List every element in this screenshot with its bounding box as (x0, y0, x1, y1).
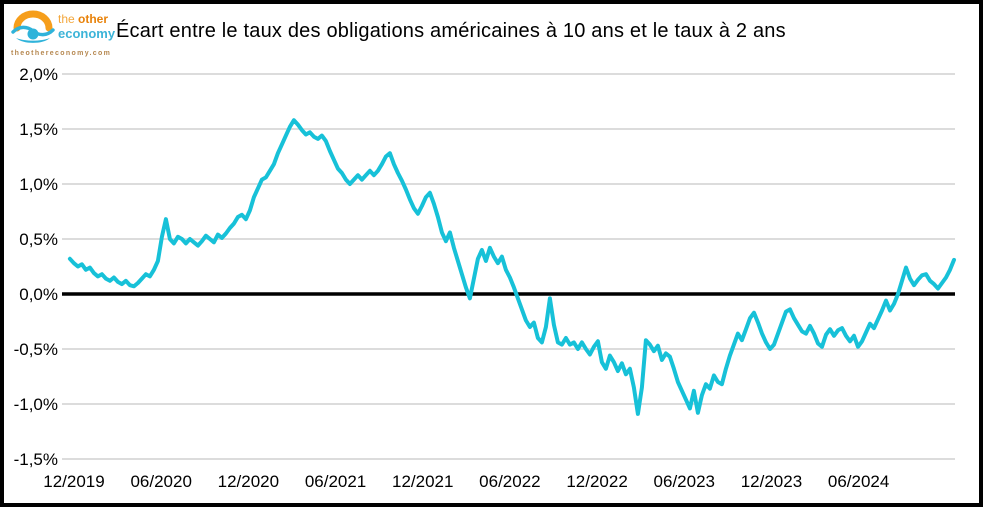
brand-icon (11, 10, 55, 43)
brand-line1: the other (58, 13, 115, 25)
spread-line (67, 118, 956, 416)
x-tick-label: 06/2023 (654, 472, 715, 491)
x-tick-label: 12/2020 (218, 472, 279, 491)
brand-icon-arch (13, 10, 53, 32)
x-tick-label: 12/2021 (392, 472, 453, 491)
brand-icon-dot (27, 28, 39, 40)
chart-title: Écart entre le taux des obligations amér… (116, 20, 786, 42)
x-tick-label: 12/2019 (43, 472, 104, 491)
x-tick-label: 12/2023 (741, 472, 802, 491)
y-tick-label: 0,0% (19, 285, 58, 304)
x-tick-label: 06/2024 (828, 472, 889, 491)
y-tick-label: -0,5% (14, 340, 58, 359)
y-tick-label: 0,5% (19, 230, 58, 249)
brand-logo: the other economy theothereconomy.com (11, 8, 121, 57)
x-tick-label: 12/2022 (566, 472, 627, 491)
x-tick-label: 06/2021 (305, 472, 366, 491)
brand-domain-url: theothereconomy.com (11, 50, 112, 57)
brand-word-other: other (78, 12, 109, 26)
y-tick-label: 1,5% (19, 120, 58, 139)
brand-logo-top: the other economy (11, 8, 121, 48)
brand-word-economy: economy (58, 26, 116, 41)
y-tick-label: 2,0% (19, 65, 58, 84)
x-tick-label: 06/2022 (479, 472, 540, 491)
y-tick-label: -1,5% (14, 450, 58, 469)
y-tick-label: 1,0% (19, 175, 58, 194)
brand-word-the: the (58, 12, 79, 26)
y-tick-label: -1,0% (14, 395, 58, 414)
brand-icon-hull (16, 38, 50, 43)
brand-wordmark: the other economy (58, 13, 115, 40)
x-tick-label: 06/2020 (130, 472, 191, 491)
